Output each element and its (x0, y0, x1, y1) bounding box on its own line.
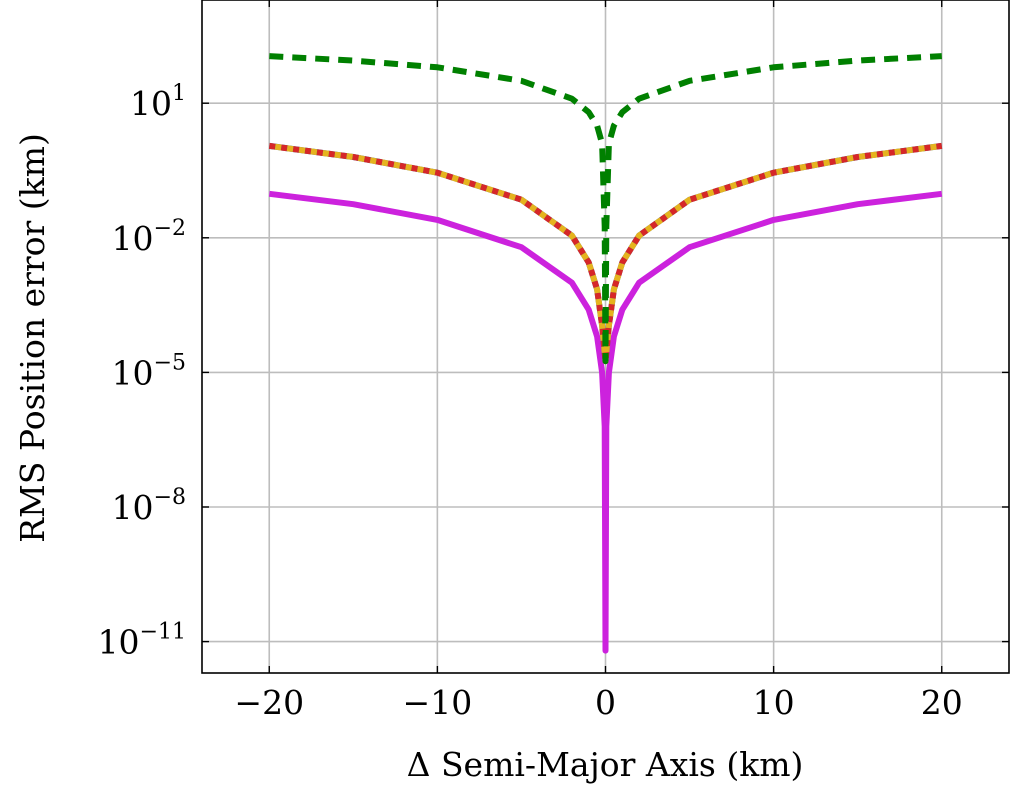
y-tick-label: 10−5 (112, 350, 186, 392)
y-tick-label: 10−8 (112, 485, 186, 527)
axis-ticks: −20 −10 0 10 20 101 10−2 10−5 10−8 10−11 (98, 0, 1009, 722)
y-tick-label: 101 (130, 81, 186, 123)
data-series (268, 53, 943, 654)
series-line-3 (268, 142, 943, 365)
x-tick-label: −10 (403, 683, 473, 722)
y-axis-title: RMS Position error (km) (13, 133, 52, 543)
series-line-1 (268, 190, 943, 654)
y-tick-label: 10−11 (98, 620, 186, 662)
series-line-5 (269, 53, 942, 365)
x-tick-label: 0 (595, 683, 616, 722)
x-axis-title: Δ Semi-Major Axis (km) (407, 745, 804, 784)
y-tick-label: 10−2 (112, 216, 186, 258)
x-tick-label: 20 (921, 683, 963, 722)
x-tick-label: −20 (234, 683, 304, 722)
x-tick-label: 10 (753, 683, 795, 722)
